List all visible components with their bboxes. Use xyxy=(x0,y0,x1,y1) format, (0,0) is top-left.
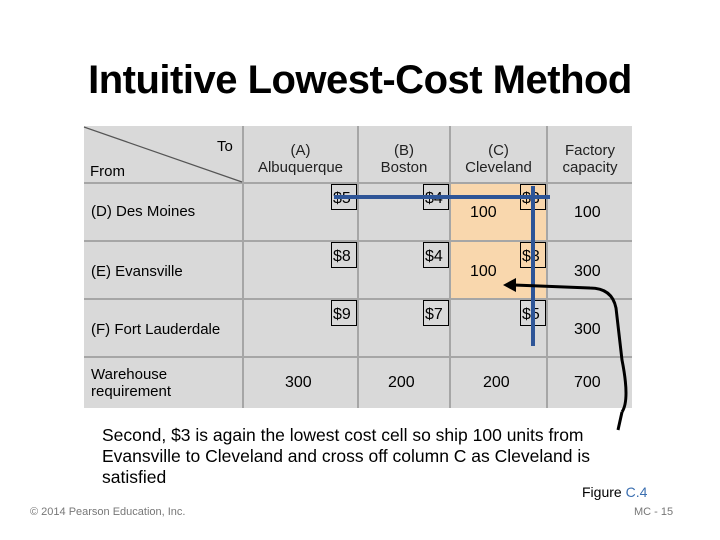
col-a-name: Albuquerque xyxy=(257,159,344,176)
requirement-c xyxy=(451,358,546,408)
row-label-d: (D) Des Moines xyxy=(91,203,196,220)
cost-e-a: $8 xyxy=(333,248,351,265)
cost-f-a: $9 xyxy=(333,306,351,323)
row-label-des-moines xyxy=(84,184,242,240)
requirement-total: 700 xyxy=(574,374,601,391)
requirement-value-c: 200 xyxy=(483,374,510,391)
requirement-value-a: 300 xyxy=(285,374,312,391)
requirement-line1: Warehouse xyxy=(91,366,168,383)
figure-label: Figure C.4 xyxy=(582,484,647,500)
corner-to-label: To xyxy=(217,138,233,155)
cost-box-f-b xyxy=(423,300,449,326)
col-b-name: Boston xyxy=(380,159,428,176)
capacity-line2: capacity xyxy=(562,159,618,176)
row-label-e: (E) Evansville xyxy=(91,263,183,280)
callout-arrow xyxy=(513,283,628,413)
figure-prefix: Figure xyxy=(582,484,626,500)
col-capacity-header: Factory capacity xyxy=(548,142,632,176)
allocation-e-c: 100 xyxy=(470,263,497,280)
col-c-header: (C) Cleveland xyxy=(451,142,546,176)
slide-title: Intuitive Lowest-Cost Method xyxy=(88,58,632,102)
copyright: © 2014 Pearson Education, Inc. xyxy=(30,506,186,518)
cost-e-c: $3 xyxy=(522,248,540,265)
capacity-value-f: 300 xyxy=(574,321,601,338)
capacity-value-e: 300 xyxy=(574,263,601,280)
header-albuquerque xyxy=(244,126,357,182)
capacity-value-d: 100 xyxy=(574,204,601,221)
header-boston xyxy=(359,126,449,182)
page-number: MC - 15 xyxy=(634,506,674,518)
corner-diagonal xyxy=(83,126,243,183)
allocation-d-c: 100 xyxy=(470,204,497,221)
requirement-b xyxy=(359,358,449,408)
requirement-line2: requirement xyxy=(91,383,172,400)
requirement-total-cell xyxy=(548,358,632,408)
col-a-header: (A) Albuquerque xyxy=(244,142,357,176)
requirement-a xyxy=(244,358,357,408)
cost-box-f-a xyxy=(331,300,357,326)
header-cleveland xyxy=(451,126,546,182)
capacity-d xyxy=(548,184,632,240)
capacity-line1: Factory xyxy=(564,142,615,159)
cost-box-e-a xyxy=(331,242,357,268)
cost-f-c: $5 xyxy=(522,306,540,323)
corner-from-label: From xyxy=(90,163,125,180)
row-label-f: (F) Fort Lauderdale xyxy=(91,321,221,338)
col-a-code: (A) xyxy=(290,142,311,159)
figure-number: C.4 xyxy=(625,484,648,500)
requirement-label-cell xyxy=(84,358,242,408)
row-label-evansville xyxy=(84,242,242,298)
cost-f-b: $7 xyxy=(425,306,443,323)
requirement-label: Warehouse requirement xyxy=(91,366,171,400)
header-capacity xyxy=(548,126,632,182)
callout-arrowhead xyxy=(503,278,516,292)
col-c-code: (C) xyxy=(488,142,509,159)
col-b-header: (B) Boston xyxy=(359,142,449,176)
col-b-code: (B) xyxy=(394,142,414,159)
row-label-fort-lauderdale xyxy=(84,300,242,356)
callout-arrow-tail xyxy=(616,411,624,431)
caption-text: Second, $3 is again the lowest cost cell… xyxy=(102,425,590,487)
requirement-value-b: 200 xyxy=(388,374,415,391)
col-c-name: Cleveland xyxy=(465,159,532,176)
cost-box-e-b xyxy=(423,242,449,268)
cost-e-b: $4 xyxy=(425,248,443,265)
